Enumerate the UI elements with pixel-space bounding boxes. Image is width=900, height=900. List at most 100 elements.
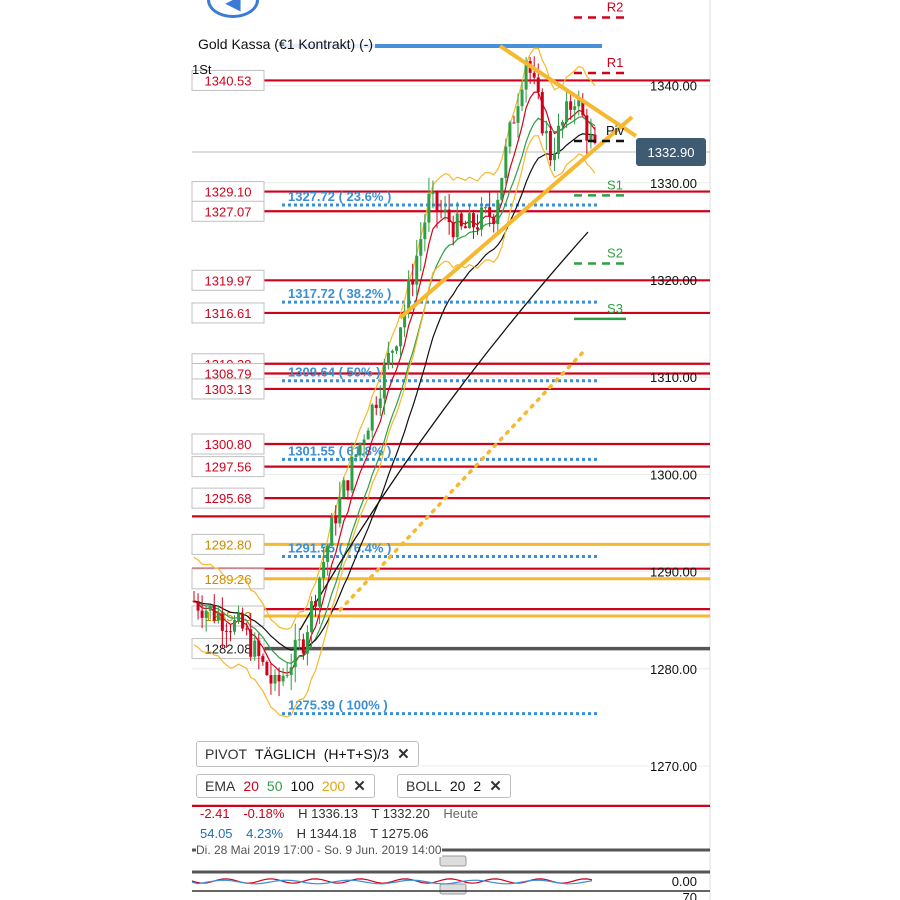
candle-body <box>447 209 451 223</box>
resize-handle <box>439 855 467 867</box>
pivot-label: Piv <box>606 123 625 138</box>
candle-body <box>395 346 398 351</box>
trendlines <box>398 44 638 320</box>
candle-body <box>500 178 504 200</box>
candle-body <box>192 600 196 602</box>
last-price-label: 1332.90 <box>648 145 695 160</box>
ema-100: 100 <box>290 778 314 794</box>
candle-body <box>330 517 334 546</box>
close-icon[interactable]: ✕ <box>353 778 366 795</box>
candle-body <box>301 639 305 654</box>
candle-body <box>480 207 484 230</box>
ema-50-line <box>193 116 596 664</box>
ema-indicator-pill[interactable]: EMA 20 50 100 200 ✕ <box>196 774 375 798</box>
candle-body <box>237 613 241 621</box>
price-tick-label: 1280.00 <box>650 662 697 677</box>
close-icon[interactable]: ✕ <box>489 778 502 795</box>
candle-body <box>403 310 407 328</box>
candle-body <box>309 601 313 633</box>
candle-body <box>200 610 204 618</box>
candle-body <box>455 213 459 238</box>
price-axis: 1340.00 1330.00 1320.00 1310.00 1300.00 1290.… <box>636 79 706 774</box>
boll-indicator-pill[interactable]: BOLL 20 2 ✕ <box>397 774 511 798</box>
candle-body <box>536 77 540 93</box>
pivot-label: R1 <box>607 55 624 70</box>
candle-body <box>390 350 394 353</box>
pivot-mode: TÄGLICH <box>255 746 316 762</box>
boll-period: 20 <box>449 778 466 794</box>
candle-body <box>451 222 455 238</box>
price-tick-label: 1300.00 <box>650 467 697 482</box>
candle-body <box>439 211 443 213</box>
candle-body <box>431 191 435 194</box>
ema-200-line <box>338 348 587 612</box>
candle-body <box>314 601 317 607</box>
stats-row-today: -2.41 -0.18% H 1336.13 T 1332.20 Heute <box>200 806 488 821</box>
change-value: 54.05 <box>200 826 233 841</box>
high-value: H 1336.13 <box>298 806 359 821</box>
candle-body <box>427 193 431 223</box>
candle-body <box>399 327 403 347</box>
low-value: T 1275.06 <box>370 826 429 841</box>
candle-body <box>378 398 382 409</box>
candle-body <box>265 661 269 676</box>
ema-20-line <box>193 91 596 674</box>
fib-level-label: 1317.72 ( 38.2% ) <box>288 286 391 301</box>
candle-body <box>370 404 374 431</box>
candle-body <box>273 674 277 684</box>
candle-body <box>228 631 232 633</box>
timeframe-label[interactable]: 1St <box>192 62 212 77</box>
candle-body <box>346 480 350 491</box>
gold-level-label-box <box>191 533 265 555</box>
oscillator-signal-line <box>191 879 593 885</box>
fib-level-label: 1275.39 ( 100% ) <box>288 698 388 713</box>
candle-body <box>407 279 411 311</box>
candle-body <box>281 675 285 682</box>
boll-dev: 2 <box>473 778 482 794</box>
oscillator-tick-label: 0.00 <box>672 874 697 889</box>
candle-body <box>289 667 293 676</box>
red-level-label: 1340.53 <box>205 73 252 88</box>
candle-body <box>245 628 249 630</box>
red-level-label-box <box>191 433 265 455</box>
candle-body <box>496 199 500 225</box>
price-tick-label: 1320.00 <box>650 273 697 288</box>
pivot-indicator-pill[interactable]: PIVOT TÄGLICH (H+T+S)/3 ✕ <box>196 741 419 767</box>
candle-body <box>277 674 281 682</box>
red-level-label-box <box>191 302 265 324</box>
bollinger-lower-line <box>193 135 596 718</box>
candle-body <box>569 101 573 110</box>
candle-body <box>565 101 569 122</box>
candle-body <box>508 122 512 147</box>
red-level-label: 1303.13 <box>205 382 252 397</box>
ema-100-line <box>193 133 596 651</box>
candle-body <box>524 60 528 90</box>
period-label: Heute <box>443 806 479 821</box>
candle-body <box>463 226 467 229</box>
candle-body <box>204 610 208 618</box>
candle-body <box>561 121 565 126</box>
fib-level-label: 1291.55 ( 76.4% ) <box>288 541 391 556</box>
fibonacci-levels: 1327.72 ( 23.6% ) 1317.72 ( 38.2% ) 1309.6… <box>282 189 600 716</box>
ema-name: EMA <box>205 778 236 794</box>
ema-100-extension <box>299 231 589 631</box>
candle-body <box>342 480 346 497</box>
candle-body <box>520 89 524 107</box>
pivot-formula: (H+T+S)/3 <box>323 746 390 762</box>
close-icon[interactable]: ✕ <box>397 746 410 763</box>
red-level-label: 1319.97 <box>205 273 252 288</box>
candle-body <box>532 72 536 78</box>
candle-body <box>216 613 220 621</box>
candle-body <box>366 430 370 440</box>
candle-body <box>220 613 224 631</box>
candle-body <box>581 99 585 116</box>
candle-body <box>488 207 492 217</box>
red-level-label-box <box>191 487 265 509</box>
candle-body <box>459 213 463 227</box>
back-button[interactable]: ◀ <box>207 0 259 18</box>
candle-body <box>212 605 216 621</box>
red-level-label: 1300.80 <box>205 437 252 452</box>
price-tick-label: 1270.00 <box>650 759 697 774</box>
candle-body <box>504 146 508 179</box>
